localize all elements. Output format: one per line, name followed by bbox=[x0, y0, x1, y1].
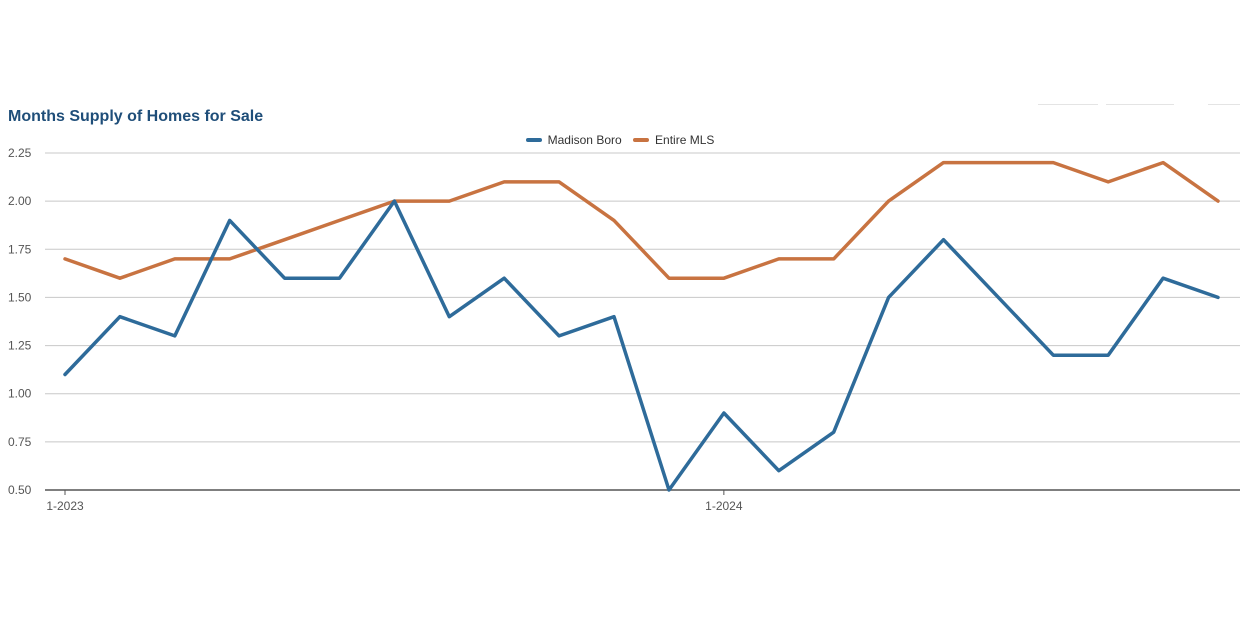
legend-label-entire-mls: Entire MLS bbox=[655, 133, 715, 147]
series-line-madison-boro bbox=[63, 199, 1220, 492]
x-tick-label: 1-2024 bbox=[705, 499, 743, 513]
legend-label-madison-boro: Madison Boro bbox=[547, 133, 622, 147]
legend-item-entire-mls[interactable]: Entire MLS bbox=[633, 133, 714, 147]
y-tick-label: 1.00 bbox=[8, 387, 32, 401]
y-tick-label: 1.75 bbox=[8, 242, 32, 256]
legend-item-madison-boro[interactable]: Madison Boro bbox=[525, 133, 622, 147]
series-line-entire-mls bbox=[63, 160, 1220, 280]
chart-legend: Madison Boro Entire MLS bbox=[0, 131, 1240, 147]
y-tick-label: 1.50 bbox=[8, 290, 32, 304]
y-tick-label: 2.25 bbox=[8, 146, 32, 160]
toolbar-divider bbox=[1106, 104, 1174, 105]
x-tick-label: 1-2023 bbox=[46, 499, 84, 513]
legend-swatch-entire-mls bbox=[633, 138, 650, 142]
toolbar-divider bbox=[1038, 104, 1098, 105]
y-tick-label: 1.25 bbox=[8, 339, 32, 353]
y-tick-label: 0.75 bbox=[8, 435, 32, 449]
y-tick-label: 0.50 bbox=[8, 483, 32, 497]
y-tick-label: 2.00 bbox=[8, 194, 32, 208]
legend-swatch-madison-boro bbox=[525, 138, 542, 142]
toolbar-divider bbox=[1208, 104, 1240, 105]
chart-title: Months Supply of Homes for Sale bbox=[8, 108, 264, 125]
